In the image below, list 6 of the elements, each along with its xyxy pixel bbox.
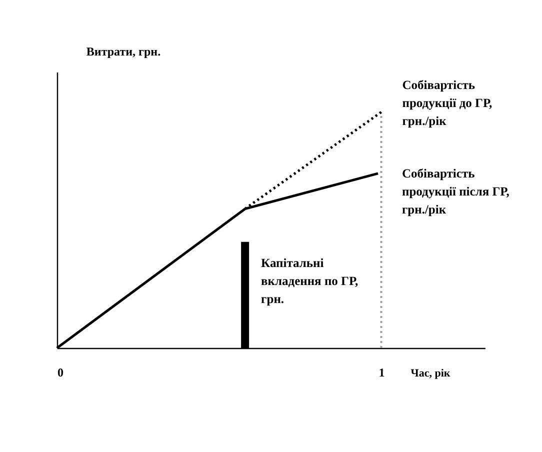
x-axis-title: Час, рік [410,368,451,380]
series-label: Собівартість продукції до ГР, грн./рік [402,78,492,128]
x-tick-label: 0 [58,366,64,380]
y-axis-title: Витрати, грн. [86,44,161,58]
series-label: Собівартість продукції після ГР, грн./рік [402,166,510,216]
x-tick-label: 1 [378,366,385,380]
